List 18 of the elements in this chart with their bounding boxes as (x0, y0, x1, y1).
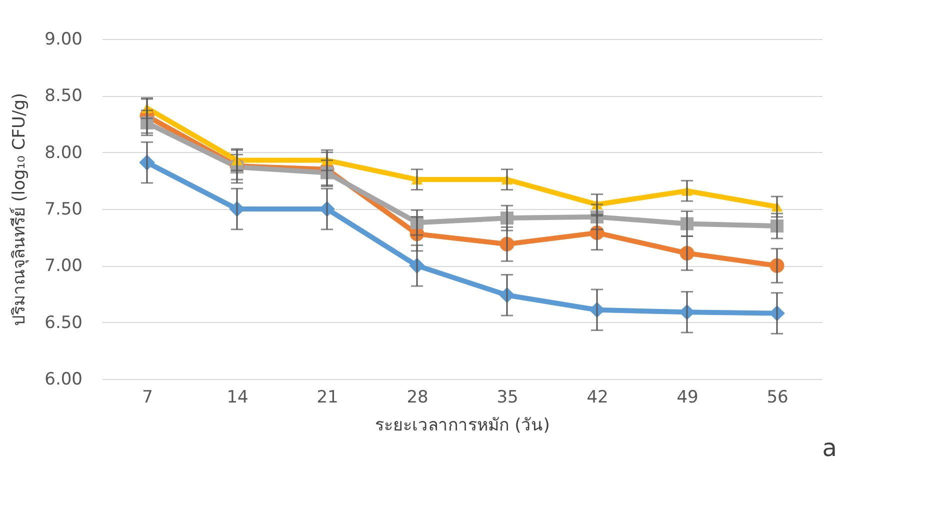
x-tick-label: 42 (586, 388, 608, 408)
x-tick-label: 21 (316, 388, 338, 408)
y-tick-label: 7.50 (44, 200, 82, 220)
x-tick-label: 28 (406, 388, 428, 408)
x-tick-label: 49 (676, 388, 698, 408)
y-tick-label: 6.00 (44, 370, 82, 390)
x-tick-label: 35 (496, 388, 518, 408)
text: a (822, 434, 837, 462)
x-tick-label: 14 (226, 388, 248, 408)
y-axis-title: ปริมาณจุลินทรีย์ (log₁₀ CFU/g) (10, 92, 30, 326)
x-tick-label: 56 (766, 388, 788, 408)
y-tick-label: 6.50 (44, 312, 82, 333)
y-tick-label: 7.00 (44, 256, 82, 276)
x-axis-title: ระยะเวลาการหมัก (วัน) (375, 416, 550, 436)
y-tick-label: 9.00 (44, 30, 82, 50)
y-tick-label: 8.50 (44, 86, 82, 106)
y-tick-label: 8.00 (44, 142, 82, 163)
x-tick-label: 7 (142, 388, 153, 408)
